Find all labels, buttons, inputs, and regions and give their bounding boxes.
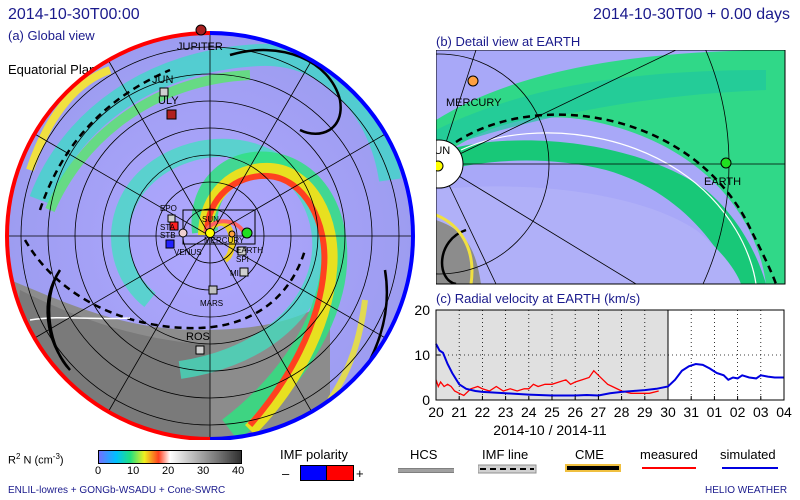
earth-marker (241, 227, 253, 239)
x-tick-label: 29 (637, 404, 653, 420)
velocity-chart-title: (c) Radial velocity at EARTH (km/s) (436, 291, 641, 306)
simulated-legend-line (722, 467, 778, 469)
density-colorbar-label: R2 N (cm-3) (8, 452, 64, 467)
mercury-label-global: MERCURY (204, 236, 245, 245)
mi-label: MI (230, 269, 239, 278)
y-tick-label: 10 (414, 347, 430, 363)
earth-marker-detail (720, 157, 732, 169)
series-measured (435, 369, 659, 397)
imf-plus-swatch (326, 465, 354, 481)
mercury-label-detail: MERCURY (446, 97, 502, 109)
hcs-legend-label: HCS (410, 447, 438, 462)
cme-legend-label: CME (575, 447, 604, 462)
x-tick-label: 21 (451, 404, 467, 420)
imf-plus-label: + (356, 466, 364, 481)
sun-marker-detail (436, 160, 444, 172)
timestamp-title: 2014-10-30T00:00 (8, 6, 140, 23)
epo-marker (167, 214, 176, 223)
colorbar-tick-0: 0 (95, 465, 102, 477)
x-tick-label: 26 (567, 404, 583, 420)
measured-legend-label: measured (640, 447, 698, 462)
x-tick-label: 04 (776, 404, 792, 420)
hcs-legend-line (398, 468, 454, 473)
global-view-title: (a) Global view (8, 28, 95, 43)
x-tick-label: 31 (683, 404, 699, 420)
colorbar-tick-30: 30 (197, 465, 210, 477)
x-tick-label: 30 (660, 404, 676, 420)
global-view-plot: JUPITER JUN ULY EPO STA STB VENUS SUN ME… (5, 24, 415, 440)
sta-marker (169, 221, 179, 231)
series-simulated (435, 343, 784, 397)
x-tick-label: 01 (707, 404, 723, 420)
y-tick-label: 20 (414, 305, 430, 318)
sun-marker (205, 228, 215, 238)
sun-label-global: SUN (202, 215, 219, 224)
detail-view-plot: MERCURY SUN EARTH (436, 50, 786, 285)
earth-label-global: EARTH (236, 246, 263, 255)
simulated-legend-label: simulated (720, 447, 776, 462)
x-tick-label: 22 (475, 404, 491, 420)
x-tick-label: 03 (753, 404, 769, 420)
spi-marker (237, 246, 247, 256)
x-tick-label: 27 (591, 404, 607, 420)
mi-marker (239, 267, 249, 277)
ros-marker (195, 345, 205, 355)
equatorial-plane-label: Equatorial Plane (8, 62, 104, 77)
mars-label: MARS (200, 299, 223, 308)
imf-line-legend-line (478, 464, 537, 474)
model-footer: ENLIL-lowres + GONGb-WSADU + Cone-SWRC (8, 485, 226, 496)
detail-view-title: (b) Detail view at EARTH (436, 34, 581, 49)
stb-marker (165, 239, 175, 249)
colorbar-tick-20: 20 (162, 465, 175, 477)
x-tick-label: 02 (730, 404, 746, 420)
x-axis-label: 2014-10 / 2014-11 (493, 422, 607, 438)
sun-label-detail: SUN (436, 145, 450, 157)
jun-marker (159, 87, 169, 97)
x-tick-label: 25 (544, 404, 560, 420)
mars-marker (208, 285, 218, 295)
uly-marker (166, 109, 177, 120)
mercury-marker-detail (467, 75, 479, 87)
velocity-chart: 0 10 20 20 21 22 23 24 25 26 27 28 29 30 31 01 02 03 04 201… (414, 305, 792, 438)
y-tick-label: 0 (422, 392, 430, 408)
earth-label-detail: EARTH (704, 176, 741, 188)
x-tick-label: 24 (521, 404, 537, 420)
spi-label: SPI (236, 255, 249, 264)
x-tick-label: 23 (498, 404, 514, 420)
brand-footer: HELIO WEATHER (705, 485, 788, 496)
imf-minus-label: – (282, 466, 290, 481)
mercury-marker (228, 230, 236, 238)
x-tick-label: 20 (428, 404, 444, 420)
colorbar-tick-40: 40 (232, 465, 245, 477)
imf-polarity-title: IMF polarity (280, 447, 348, 462)
sta-label: STA (160, 223, 176, 232)
cme-legend-line (565, 464, 621, 472)
uly-label: ULY (158, 95, 179, 107)
density-colorbar (98, 450, 242, 464)
jupiter-label: JUPITER (177, 41, 223, 53)
imf-line-legend-label: IMF line (482, 447, 529, 462)
venus-label: VENUS (174, 248, 202, 257)
jun-label: JUN (152, 74, 173, 86)
colorbar-tick-10: 10 (127, 465, 140, 477)
epo-label: EPO (160, 204, 177, 213)
imf-minus-swatch (300, 465, 328, 481)
x-tick-label: 28 (614, 404, 630, 420)
venus-marker (178, 228, 188, 238)
ros-label: ROS (186, 331, 210, 343)
stb-label: STB (160, 231, 176, 240)
measured-legend-line (642, 467, 696, 469)
time-offset-title: 2014-10-30T00 + 0.00 days (592, 6, 790, 23)
jupiter-marker (195, 24, 207, 36)
